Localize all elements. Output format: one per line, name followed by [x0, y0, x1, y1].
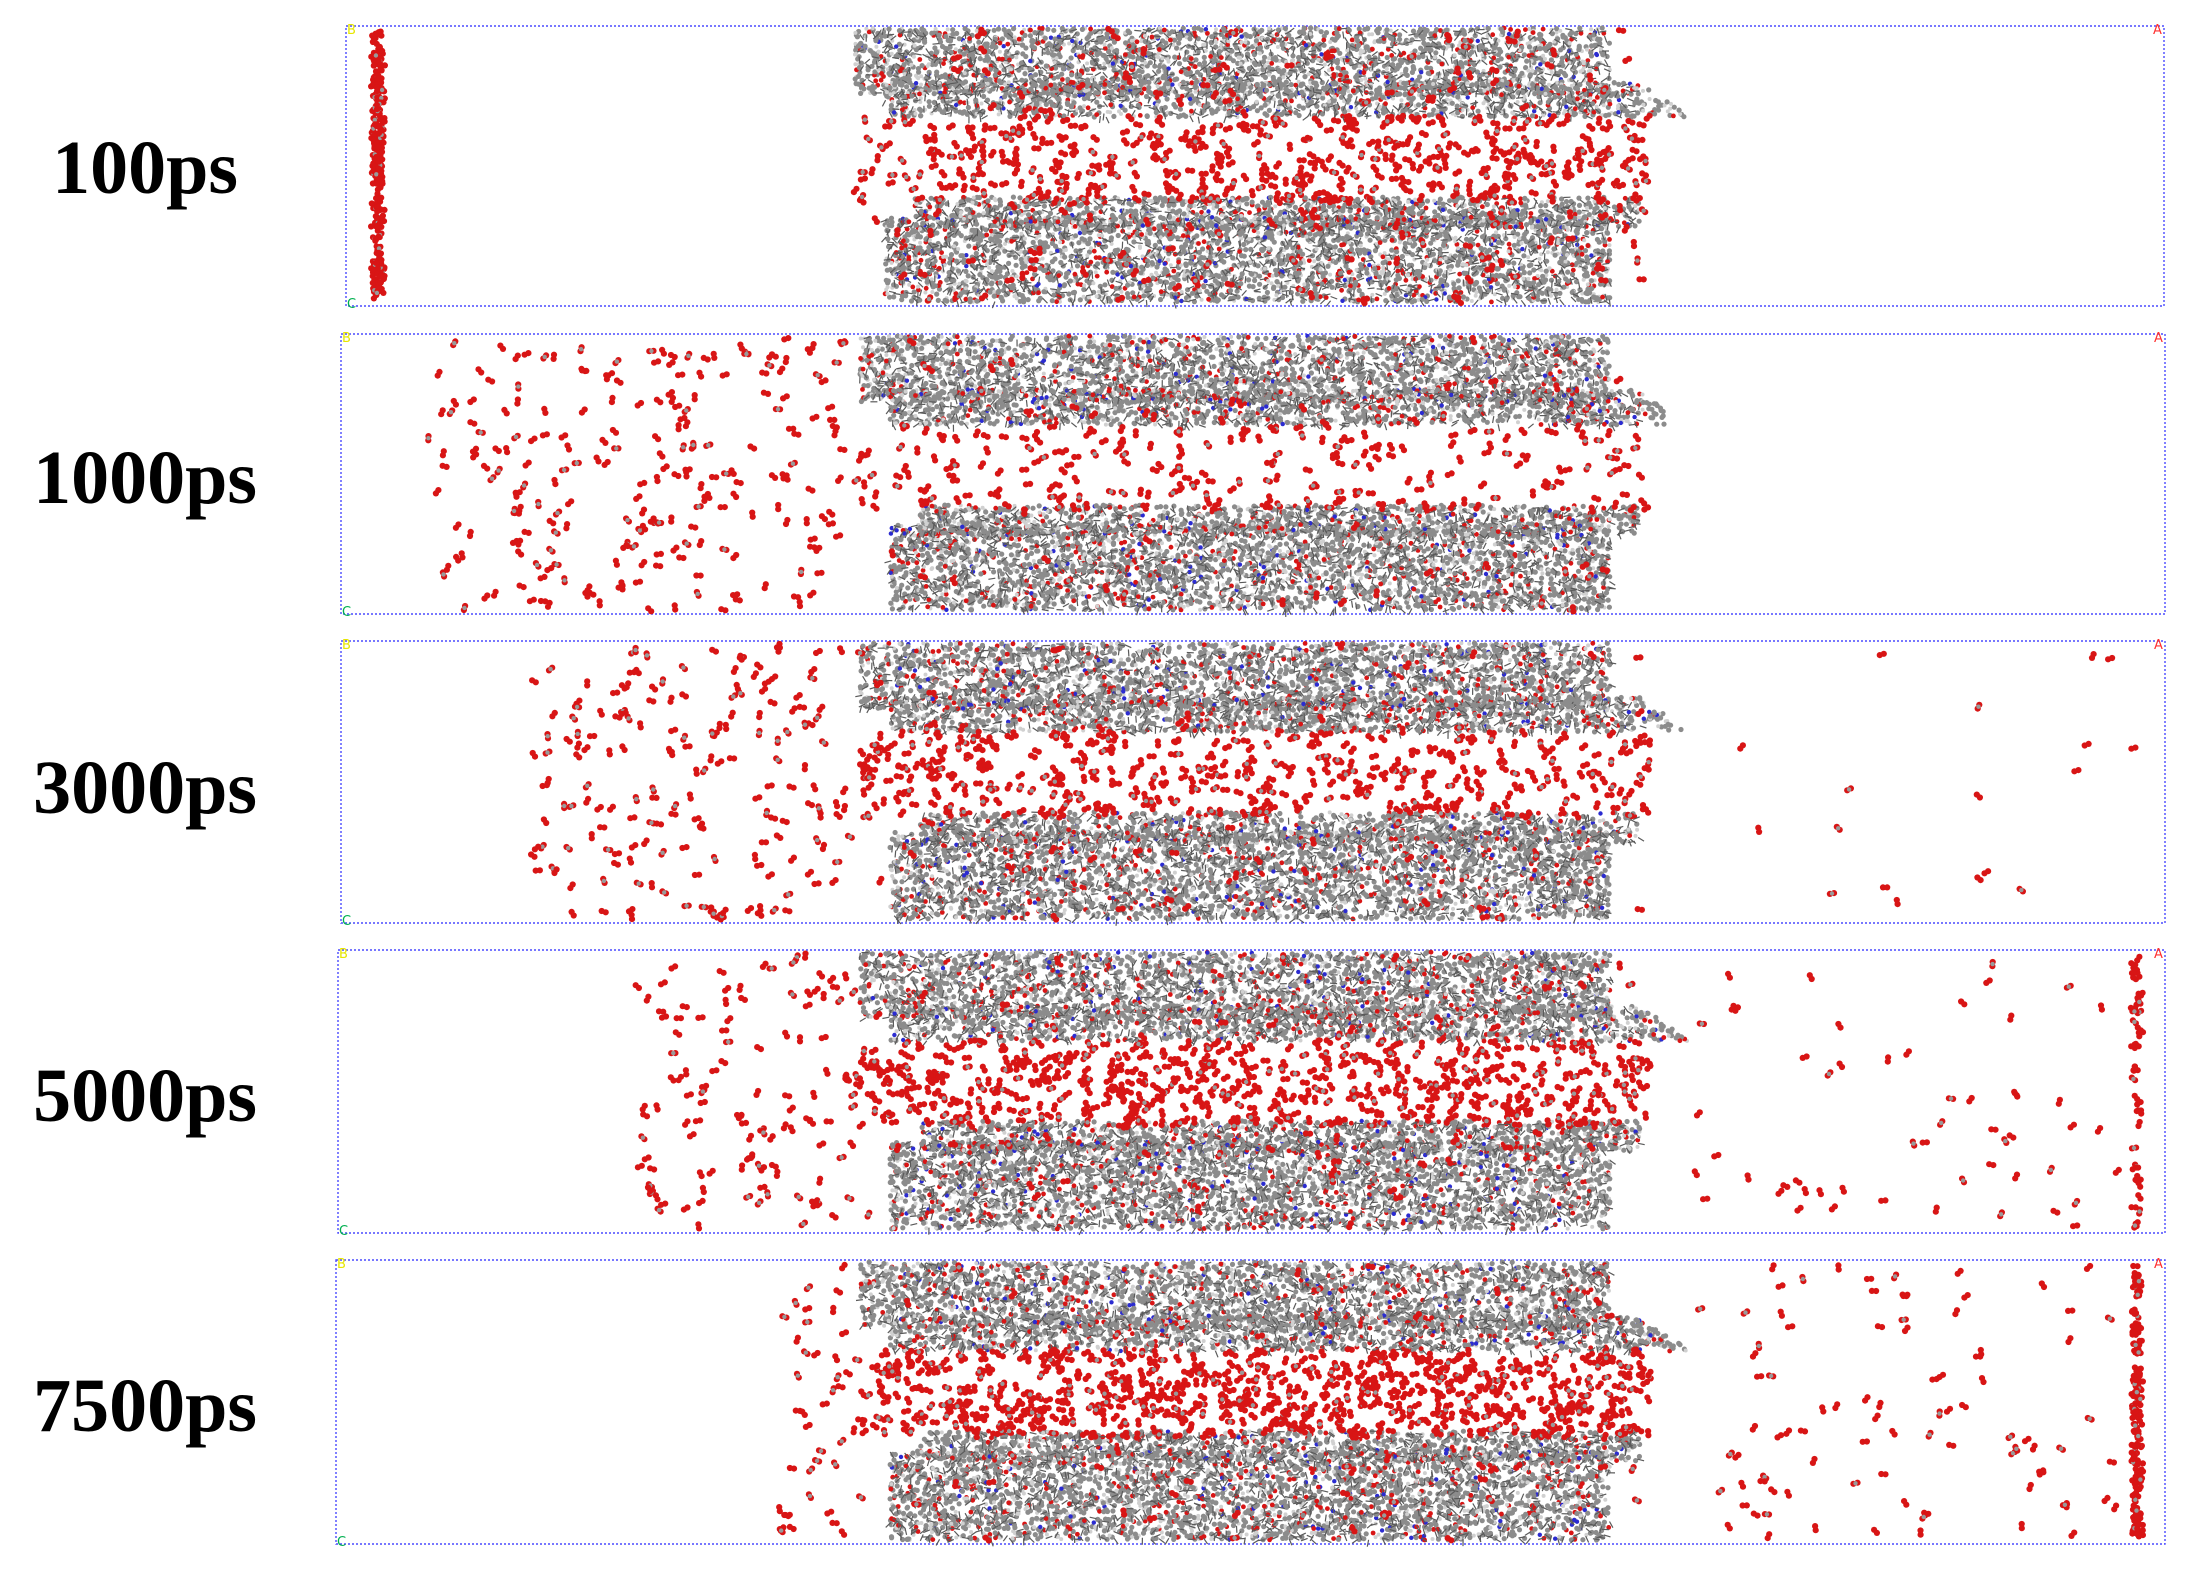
axis-b-label: B: [342, 331, 351, 346]
axis-c-label: C: [347, 297, 356, 310]
axis-a-label: A: [2154, 1257, 2163, 1272]
simulation-snapshot: A B C: [337, 946, 2168, 1237]
molecular-render: A B C: [340, 638, 2166, 927]
simulation-snapshot: A B C: [335, 1256, 2168, 1548]
cell-boundary: [340, 333, 2166, 615]
gas-molecules: [776, 1261, 2147, 1544]
axis-a-label: A: [2153, 23, 2162, 38]
time-label: 100ps: [20, 130, 270, 206]
cell-boundary: [337, 949, 2166, 1234]
axis-c-label: C: [339, 1224, 348, 1237]
axis-a-label: A: [2154, 947, 2163, 962]
cell-boundary: [335, 1259, 2166, 1545]
pore-walls: [852, 25, 1687, 309]
time-label: 5000ps: [20, 1058, 270, 1134]
simulation-snapshot: A B C: [345, 22, 2167, 310]
molecular-render: A B C: [337, 947, 2166, 1237]
time-label: 1000ps: [20, 440, 270, 516]
time-label: 3000ps: [20, 750, 270, 826]
axis-c-label: C: [342, 605, 351, 618]
pore-walls: [855, 1259, 1688, 1547]
axis-b-label: B: [337, 1257, 346, 1272]
axis-a-label: A: [2154, 331, 2163, 346]
simulation-snapshot: A B C: [340, 330, 2168, 618]
gas-molecules: [632, 950, 2147, 1232]
pore-walls: [857, 333, 1667, 618]
axis-a-label: A: [2154, 638, 2163, 653]
axis-b-label: B: [347, 23, 356, 38]
molecular-render: A B C: [335, 1257, 2166, 1548]
axis-b-label: B: [342, 638, 351, 653]
pore-walls: [855, 640, 1684, 926]
molecular-render: A B C: [345, 23, 2165, 310]
gas-molecules: [368, 25, 1653, 307]
cell-boundary: [340, 640, 2166, 924]
simulation-snapshot: A B C: [340, 637, 2168, 927]
molecular-render: A B C: [340, 331, 2166, 618]
axis-c-label: C: [337, 1535, 346, 1548]
time-label: 7500ps: [20, 1368, 270, 1444]
axis-c-label: C: [342, 914, 351, 927]
cell-boundary: [345, 25, 2165, 307]
gas-molecules: [528, 640, 2139, 923]
gas-molecules: [425, 334, 1652, 615]
axis-b-label: B: [339, 947, 348, 962]
